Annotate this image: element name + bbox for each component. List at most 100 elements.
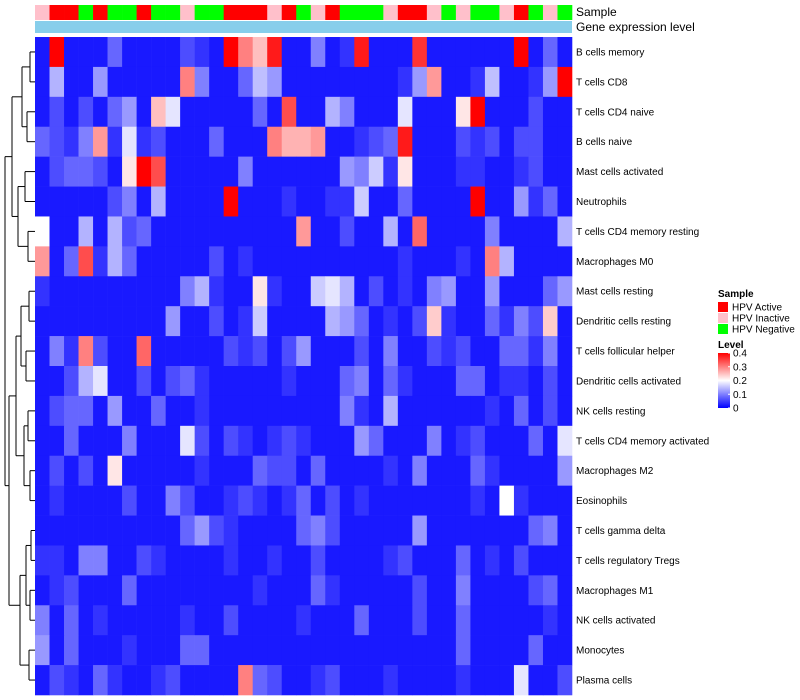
heatmap-cell <box>513 485 529 516</box>
heatmap-cell <box>426 665 442 696</box>
heatmap-cell <box>542 246 558 277</box>
heatmap-cell <box>310 246 326 277</box>
heatmap-cell <box>136 186 152 217</box>
sample-annotation-cell <box>484 5 500 20</box>
heatmap-cell <box>368 455 384 486</box>
heatmap-cell <box>310 605 326 636</box>
heatmap-cell <box>238 605 254 636</box>
heatmap-cell <box>93 455 108 486</box>
heatmap-cell <box>513 395 529 427</box>
heatmap-cell <box>209 605 224 636</box>
heatmap-cell <box>354 485 370 516</box>
heatmap-cell <box>238 216 254 247</box>
heatmap-cell <box>397 635 413 666</box>
heatmap-cell <box>484 276 500 307</box>
heatmap-cell <box>165 156 181 187</box>
heatmap-cell <box>136 635 152 666</box>
legend-label: HPV Inactive <box>732 314 790 325</box>
heatmap-cell <box>180 575 195 606</box>
heatmap-cell <box>470 216 486 247</box>
heatmap-cell <box>64 665 79 696</box>
heatmap-cell <box>35 425 50 457</box>
sample-annotation-cell <box>513 5 529 20</box>
heatmap-cell <box>470 246 486 277</box>
heatmap-cell <box>354 455 370 486</box>
heatmap-cell <box>528 66 544 98</box>
heatmap-cell <box>310 545 326 576</box>
heatmap-cell <box>223 515 239 546</box>
heatmap-cell <box>310 126 326 157</box>
heatmap-cell <box>325 605 341 636</box>
heatmap-cell <box>542 455 558 486</box>
heatmap-cell <box>499 635 515 666</box>
heatmap-cell <box>339 216 355 247</box>
heatmap-cell <box>383 156 399 187</box>
heatmap-cell <box>513 216 529 247</box>
row-label: B cells memory <box>576 47 644 58</box>
heatmap-cell <box>397 515 413 546</box>
heatmap-cell <box>93 66 108 98</box>
heatmap-cell <box>499 515 515 546</box>
heatmap-cell <box>455 246 471 277</box>
heatmap-cell <box>238 246 254 277</box>
heatmap-cell <box>383 276 399 307</box>
heatmap-cell <box>267 96 283 128</box>
heatmap-cell <box>441 545 457 576</box>
row-label: Mast cells activated <box>576 167 663 178</box>
heatmap-cell <box>484 425 500 457</box>
heatmap-cell <box>455 37 471 68</box>
heatmap-cell <box>383 246 399 277</box>
heatmap-cell <box>194 246 210 277</box>
heatmap-cell <box>267 186 283 217</box>
heatmap-cell <box>35 635 50 666</box>
heatmap-cell <box>281 366 297 397</box>
heatmap-cell <box>542 485 558 516</box>
heatmap-cell <box>194 575 210 606</box>
row-label: B cells naive <box>576 137 633 148</box>
heatmap-cell <box>455 366 471 397</box>
heatmap-cell <box>49 515 65 546</box>
heatmap-cell <box>542 336 558 367</box>
heatmap-cell <box>397 575 413 606</box>
heatmap-cell <box>528 485 544 516</box>
heatmap-cell <box>209 366 224 397</box>
heatmap-cell <box>325 246 341 277</box>
heatmap-cell <box>122 366 137 397</box>
heatmap-cell <box>383 605 399 636</box>
heatmap-cell <box>368 216 384 247</box>
heatmap-cell <box>238 485 254 516</box>
heatmap-cell <box>542 37 558 68</box>
heatmap-cell <box>223 37 239 68</box>
heatmap-cell <box>484 66 500 98</box>
legend-swatch <box>718 302 728 312</box>
heatmap-cell <box>281 186 297 217</box>
heatmap-cell <box>441 605 457 636</box>
heatmap-cell <box>368 366 384 397</box>
heatmap-cell <box>136 276 152 307</box>
heatmap-cell <box>49 485 65 516</box>
heatmap-cell <box>49 545 65 576</box>
heatmap-cell <box>194 395 210 427</box>
sample-annotation-cell <box>426 5 442 20</box>
heatmap-cell <box>78 156 94 187</box>
heatmap-cell <box>151 37 166 68</box>
heatmap-cell <box>354 425 370 457</box>
heatmap-cell <box>122 545 137 576</box>
heatmap-cell <box>238 545 254 576</box>
heatmap-cell <box>368 306 384 337</box>
heatmap-cell <box>223 186 239 217</box>
heatmap-cell <box>180 276 195 307</box>
legend-tick-label: 0.2 <box>733 376 747 387</box>
heatmap-cell <box>267 395 283 427</box>
heatmap-cell <box>122 336 137 367</box>
heatmap-cell <box>339 156 355 187</box>
heatmap-cell <box>499 485 515 516</box>
heatmap-cell <box>513 665 529 696</box>
heatmap-cell <box>180 455 195 486</box>
heatmap-cell <box>281 37 297 68</box>
heatmap-cell <box>499 66 515 98</box>
heatmap-cell <box>267 276 283 307</box>
heatmap-cell <box>296 665 312 696</box>
heatmap-cell <box>528 156 544 187</box>
heatmap-cell <box>107 575 123 606</box>
